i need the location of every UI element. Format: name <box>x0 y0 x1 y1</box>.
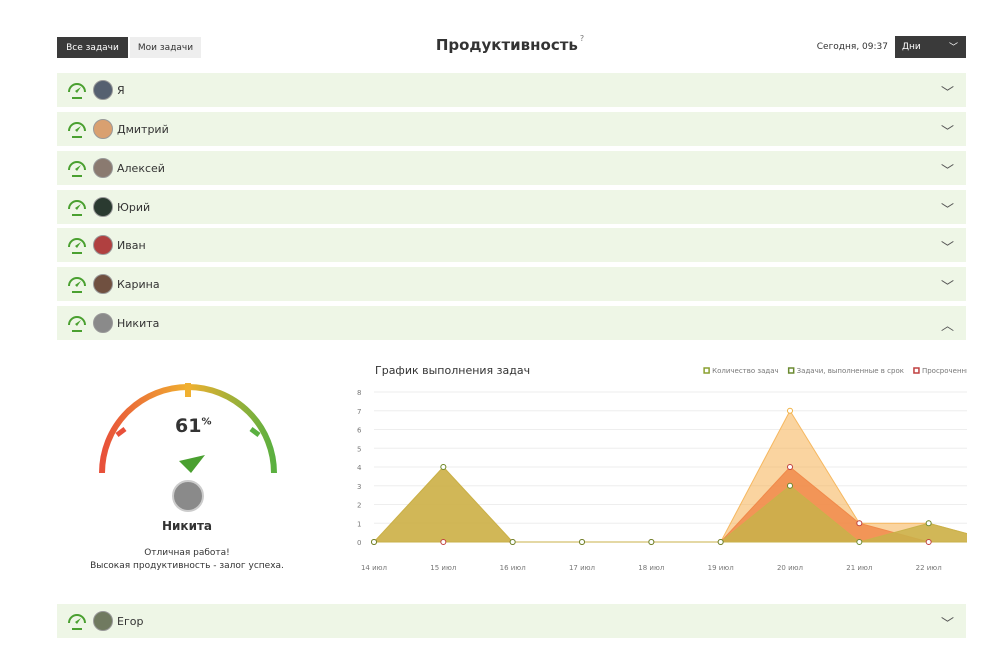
y-tick-label: 2 <box>357 502 361 510</box>
x-tick-label: 18 июл <box>638 564 664 572</box>
chevron-up-icon[interactable]: ︿ <box>940 319 954 334</box>
all-tasks-button[interactable]: Все задачи <box>57 37 128 58</box>
avatar <box>93 197 113 217</box>
user-row[interactable]: Никита ︿ <box>57 306 966 340</box>
y-tick-label: 4 <box>357 464 362 472</box>
data-point <box>787 464 793 470</box>
data-point <box>440 464 447 470</box>
user-name: Юрий <box>117 200 151 214</box>
chevron-down-icon[interactable]: ﹀ <box>940 164 954 179</box>
user-row[interactable]: Егор ﹀ <box>57 604 966 638</box>
y-tick-label: 1 <box>357 520 361 528</box>
user-row[interactable]: Дмитрий ﹀ <box>57 112 966 146</box>
x-tick-label: 20 июл <box>777 564 803 572</box>
data-point <box>787 482 793 489</box>
user-row[interactable]: Карина ﹀ <box>57 267 966 301</box>
data-point <box>925 520 932 527</box>
chevron-down-icon[interactable]: ﹀ <box>940 241 954 256</box>
speedometer-icon <box>68 122 86 138</box>
chevron-down-icon: ﹀ <box>948 43 958 53</box>
legend-marker <box>787 367 795 374</box>
user-name: Дмитрий <box>117 122 169 136</box>
user-name: Я <box>117 83 125 97</box>
user-row[interactable]: Алексей ﹀ <box>57 151 966 185</box>
percent-value: 61 <box>175 415 202 437</box>
user-name: Никита <box>117 316 160 330</box>
chevron-down-icon[interactable]: ﹀ <box>940 86 954 101</box>
message-line-1: Отличная работа! <box>144 548 230 558</box>
avatar <box>172 480 204 512</box>
percent-sign: % <box>201 416 212 428</box>
gauge-needle-icon <box>179 455 205 473</box>
data-point <box>648 539 655 545</box>
task-chart: График выполнения задач 0 1 2 3 4 5 6 7 8 14 июл 15… <box>357 364 967 572</box>
x-tick-label: 14 июл <box>361 564 387 572</box>
user-name: Егор <box>117 614 144 628</box>
avatar <box>93 313 113 333</box>
user-row[interactable]: Юрий ﹀ <box>57 190 966 224</box>
legend-label[interactable]: Просроченные задачи <box>922 367 967 375</box>
chevron-down-icon[interactable]: ﹀ <box>940 617 954 632</box>
data-point <box>509 539 516 545</box>
speedometer-icon <box>68 316 86 332</box>
data-point <box>787 407 793 414</box>
speedometer-icon <box>68 161 86 177</box>
avatar <box>93 158 113 178</box>
user-row[interactable]: Я ﹀ <box>57 73 966 107</box>
percent-display: 61% <box>175 415 211 437</box>
x-tick-label: 16 июл <box>500 564 526 572</box>
y-tick-label: 3 <box>357 483 361 491</box>
user-name: Иван <box>117 238 146 252</box>
help-icon[interactable]: ? <box>579 34 585 43</box>
avatar <box>93 80 113 100</box>
data-point <box>440 539 447 545</box>
legend-label[interactable]: Задачи, выполненные в срок <box>797 367 904 375</box>
chevron-down-icon[interactable]: ﹀ <box>940 203 954 218</box>
y-tick-label: 0 <box>357 539 361 547</box>
speedometer-icon <box>68 200 86 216</box>
page-title: Продуктивность <box>435 36 578 54</box>
page-header: Продуктивность ? <box>380 34 640 54</box>
data-point <box>371 539 377 545</box>
period-value: Дни <box>902 42 921 52</box>
avatar <box>93 274 113 294</box>
data-point <box>856 539 863 545</box>
user-detail-panel: 61% Никита Отличная работа! Высокая прод… <box>57 343 967 599</box>
x-tick-label: 15 июл <box>430 564 456 572</box>
avatar <box>93 235 113 255</box>
message-line-2: Высокая продуктивность - залог успеха. <box>90 561 284 571</box>
y-tick-label: 6 <box>357 427 362 435</box>
productivity-gauge <box>99 383 277 474</box>
legend-label[interactable]: Количество задач <box>712 367 779 375</box>
speedometer-icon <box>68 238 86 254</box>
data-point <box>856 520 863 527</box>
x-tick-label: 22 июл <box>916 564 942 572</box>
x-tick-label: 17 июл <box>569 564 595 572</box>
data-point <box>925 539 932 545</box>
current-time: Сегодня, 09:37 <box>816 42 888 52</box>
user-name: Карина <box>117 277 160 291</box>
period-select[interactable]: Дни ﹀ <box>895 36 966 58</box>
chevron-down-icon[interactable]: ﹀ <box>940 280 954 295</box>
y-tick-label: 8 <box>357 389 361 397</box>
x-tick-label: 21 июл <box>846 564 872 572</box>
chevron-down-icon[interactable]: ﹀ <box>940 125 954 140</box>
data-point <box>717 539 724 545</box>
speedometer-icon <box>68 614 86 630</box>
speedometer-icon <box>68 83 86 99</box>
data-point <box>579 539 585 545</box>
x-tick-label: 19 июл <box>708 564 734 572</box>
avatar <box>93 611 113 631</box>
legend-marker <box>913 367 920 374</box>
user-row[interactable]: Иван ﹀ <box>57 228 966 262</box>
speedometer-icon <box>68 277 86 293</box>
y-tick-label: 5 <box>357 445 361 453</box>
chart-title: График выполнения задач <box>375 364 530 377</box>
legend-marker <box>703 367 710 374</box>
user-name: Никита <box>161 519 213 533</box>
user-name: Алексей <box>117 161 165 175</box>
my-tasks-button[interactable]: Мои задачи <box>130 37 201 58</box>
y-tick-label: 7 <box>357 408 361 416</box>
avatar <box>93 119 113 139</box>
